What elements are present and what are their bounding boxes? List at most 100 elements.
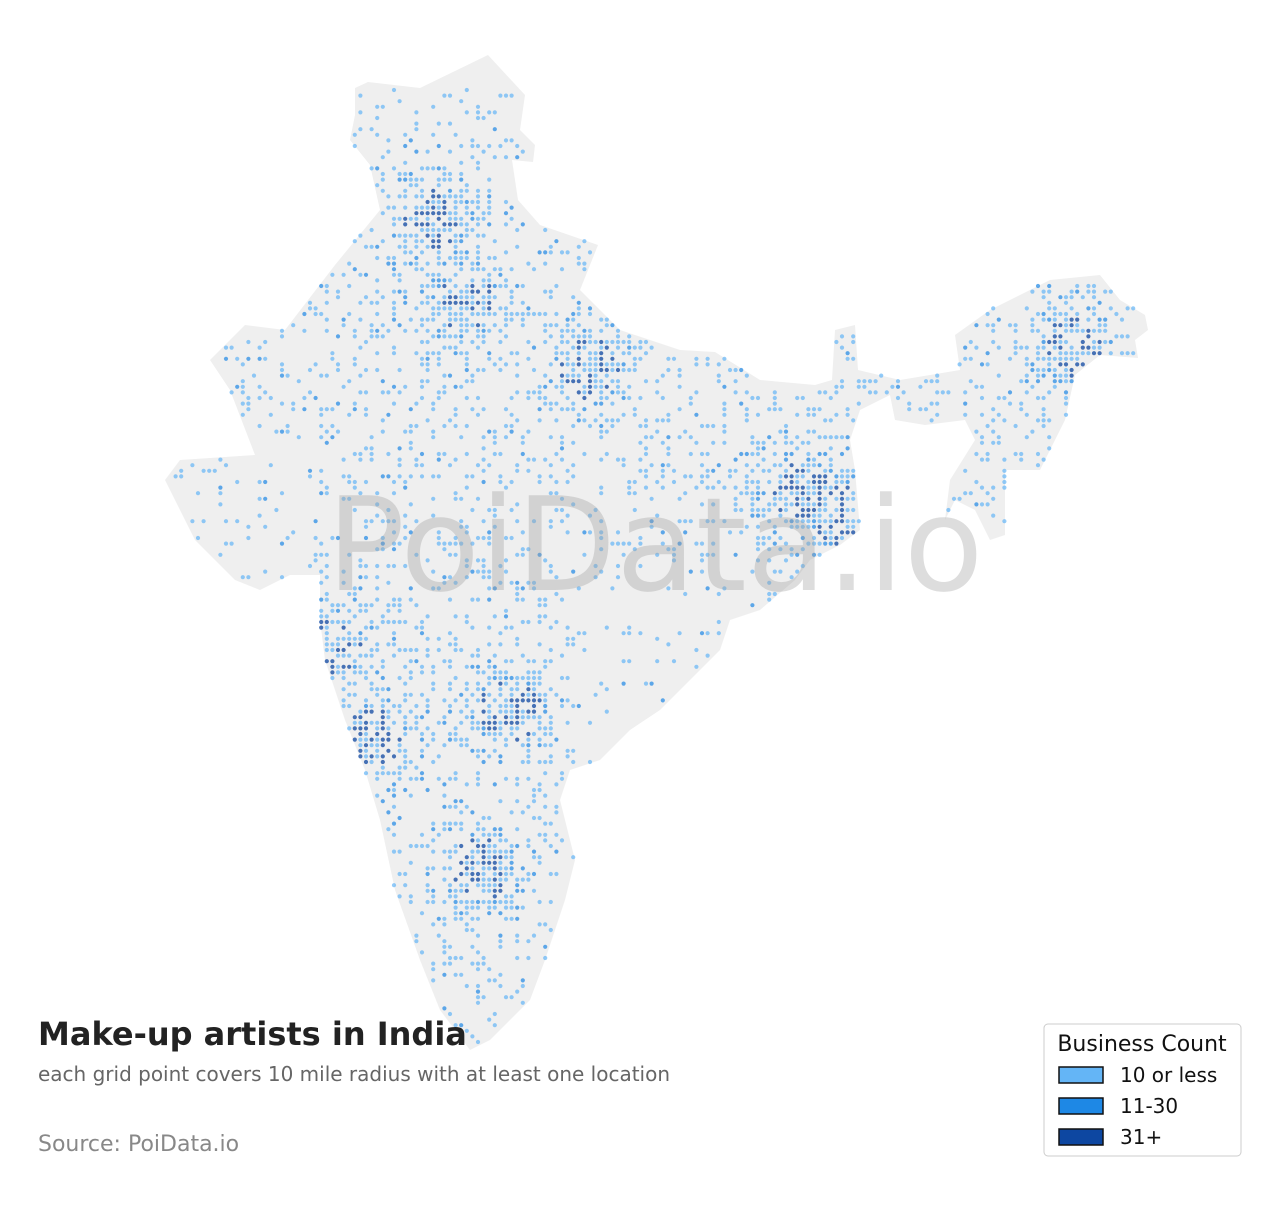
grid-dot [604,395,609,401]
grid-dot [755,412,761,417]
grid-dot [526,547,531,552]
grid-dot [436,395,441,401]
grid-dot [610,586,615,591]
grid-dot [487,211,492,216]
grid-dot [464,362,469,367]
grid-dot [571,636,576,641]
grid-dot [694,485,699,490]
grid-dot [324,328,329,333]
grid-dot [806,541,811,546]
grid-dot [419,239,425,244]
grid-dot [447,278,453,283]
grid-dot [363,339,369,345]
grid-dot [475,216,481,221]
grid-dot [632,345,637,350]
grid-dot [615,390,621,395]
grid-dot [492,860,497,865]
grid-dot [621,457,626,462]
grid-dot [503,737,509,742]
grid-dot [391,519,397,524]
grid-dot [655,429,660,434]
grid-dot [475,1000,481,1005]
grid-dot [968,356,973,361]
grid-dot [828,463,833,468]
grid-dot [716,479,721,485]
grid-dot [431,205,436,210]
grid-dot [447,211,453,216]
grid-dot [375,334,380,339]
grid-dot [526,395,531,401]
grid-dot [1047,367,1052,373]
grid-dot [907,407,912,412]
grid-dot [526,306,531,311]
grid-dot [699,451,705,457]
grid-dot [397,474,402,479]
grid-dot [397,619,402,625]
grid-dot [526,748,531,753]
grid-dot [1047,306,1052,311]
grid-dot [319,468,324,473]
grid-dot [1041,345,1046,350]
grid-dot [548,720,553,725]
grid-dot [576,356,581,361]
grid-dot [582,345,587,350]
grid-dot [447,642,453,647]
grid-dot [403,244,408,249]
grid-dot [559,250,565,255]
grid-dot [587,423,593,429]
grid-dot [705,451,710,457]
grid-dot [755,507,761,513]
grid-dot [414,423,419,429]
grid-dot [498,860,503,865]
grid-dot [554,871,559,877]
grid-dot [352,664,357,669]
grid-dot [576,261,581,266]
grid-dot [554,323,559,328]
grid-dot [537,250,542,255]
grid-dot [419,754,425,759]
grid-dot [313,306,318,311]
grid-dot [828,541,833,546]
grid-dot [587,367,593,373]
grid-dot [649,435,654,440]
grid-dot [783,457,789,462]
grid-dot [459,911,464,916]
grid-dot [974,502,979,507]
grid-dot [414,933,419,938]
grid-dot [279,373,285,378]
grid-dot [453,849,458,854]
grid-dot [604,362,609,367]
grid-dot [330,659,335,664]
grid-dot [335,535,341,541]
grid-dot [1058,351,1063,356]
grid-dot [459,860,464,865]
grid-dot [380,726,385,731]
grid-dot [369,681,374,686]
grid-dot [985,423,990,429]
grid-dot [492,894,497,899]
grid-dot [565,468,570,473]
grid-dot [492,362,497,367]
grid-dot [335,653,341,658]
grid-dot [403,871,408,877]
grid-dot [615,541,621,546]
grid-dot [470,810,475,815]
grid-dot [425,703,430,709]
grid-dot [946,390,951,395]
grid-dot [817,479,822,485]
grid-dot [470,871,475,877]
grid-dot [403,535,408,541]
grid-dot [487,625,492,630]
grid-dot [436,776,441,781]
grid-dot [509,709,514,714]
grid-dot [341,698,346,703]
grid-dot [1075,323,1080,328]
grid-dot [459,295,464,300]
grid-dot [391,883,397,888]
grid-dot [1063,300,1069,305]
grid-dot [1030,362,1035,367]
grid-dot [414,194,419,199]
grid-dot [996,395,1001,401]
grid-dot [442,698,447,703]
grid-dot [319,597,324,602]
